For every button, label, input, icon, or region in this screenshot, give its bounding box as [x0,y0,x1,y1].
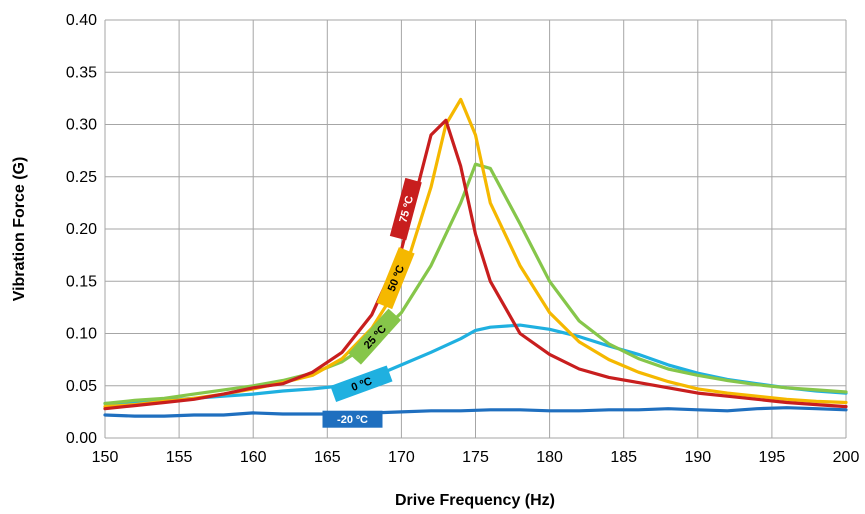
y-axis-title: Vibration Force (G) [11,157,28,302]
series-tag-background [330,365,393,402]
x-tick-label: 195 [759,449,786,466]
series-tag-text: -20 ºC [337,414,368,426]
series-layer [103,97,848,418]
x-tick-label: 185 [610,449,637,466]
series-tag-background [389,177,422,241]
tick-labels: 150 155 160 165 170 175 180 185 190 195 200 0.00 0.0… [66,12,860,466]
series-tag-background [376,247,415,310]
y-tick-label: 0.00 [66,430,97,447]
series-tag-0c: 0 ºC [330,365,393,402]
series-tag-75c: 75 ºC [389,177,422,241]
y-tick-label: 0.10 [66,326,97,343]
series-tag-background [322,410,383,428]
x-tick-label: 150 [92,449,119,466]
y-tick-label: 0.25 [66,169,97,186]
grid [104,19,847,439]
x-tick-label: 160 [240,449,267,466]
series-line-75c [103,118,848,411]
y-tick-label: 0.05 [66,378,97,395]
series-line-25c [103,162,848,406]
y-tick-label: 0.15 [66,273,97,290]
series-tag-background [348,308,402,365]
series-tag--20c: -20 ºC [322,410,383,428]
x-tick-label: 180 [536,449,563,466]
x-tick-label: 175 [462,449,489,466]
series-line--20c [103,406,848,418]
x-tick-label: 155 [166,449,193,466]
x-tick-label: 200 [833,449,860,466]
y-tick-label: 0.30 [66,117,97,134]
x-tick-label: 165 [314,449,341,466]
y-tick-label: 0.35 [66,64,97,81]
x-tick-label: 170 [388,449,415,466]
y-tick-label: 0.40 [66,12,97,29]
y-tick-label: 0.20 [66,221,97,238]
x-tick-label: 190 [684,449,711,466]
x-axis-title: Drive Frequency (Hz) [395,492,555,509]
